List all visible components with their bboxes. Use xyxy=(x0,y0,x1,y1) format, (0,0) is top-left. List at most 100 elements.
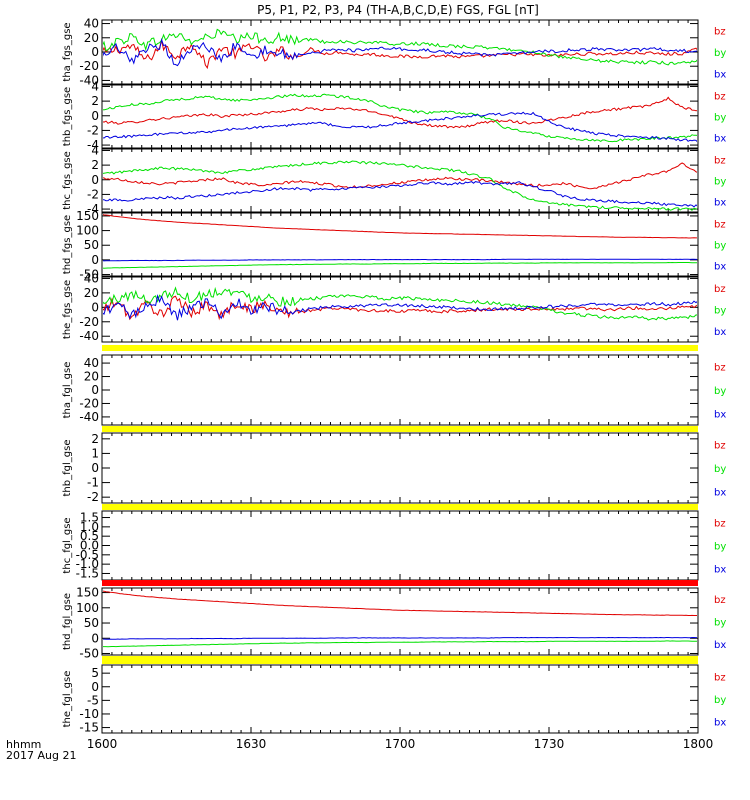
y-tick-label: 0 xyxy=(91,300,99,314)
legend-by: by xyxy=(714,241,726,252)
legend-bx: bx xyxy=(714,718,726,729)
series-bz-line xyxy=(103,96,697,129)
flag-bars-group xyxy=(102,345,698,664)
series-bx-line xyxy=(103,181,697,208)
y-tick-label: 5 xyxy=(91,666,99,680)
series-bz-line xyxy=(103,40,697,70)
y-tick-label: -0.5 xyxy=(76,548,99,562)
legend-by: by xyxy=(714,695,726,706)
series-by-line xyxy=(103,160,697,211)
y-tick-label: -4 xyxy=(87,138,99,152)
y-tick-label: -1 xyxy=(87,476,99,490)
y-tick-label: 40 xyxy=(84,17,99,31)
series-by-line xyxy=(103,640,697,648)
panel-frame xyxy=(101,664,699,734)
y-tick-label: 150 xyxy=(76,586,99,600)
legend-bx: bx xyxy=(714,409,726,420)
panel-frame xyxy=(101,354,699,426)
x-tick-label: 1600 xyxy=(87,737,118,751)
legend-bx: bx xyxy=(714,565,726,576)
series-bx-line xyxy=(103,258,697,262)
series-bx-line xyxy=(103,294,697,321)
legend-bz: bz xyxy=(714,156,726,167)
legend-bz: bz xyxy=(714,92,726,103)
legend-bz: bz xyxy=(714,363,726,374)
y-tick-label: -20 xyxy=(79,315,99,329)
y-tick-label: -1.0 xyxy=(76,557,99,571)
x-tick-label: 1630 xyxy=(236,737,267,751)
y-tick-label: -5 xyxy=(87,693,99,707)
legend-bz: bz xyxy=(714,672,726,683)
legend-bx: bx xyxy=(714,69,726,80)
legend-bz: bz xyxy=(714,27,726,38)
legend-bz: bz xyxy=(714,441,726,452)
y-axis-label: thb_fgl_gse xyxy=(62,440,73,497)
panel-thb_fgl_gse: 210-1-2 thb_fgl_gse bz by bx xyxy=(62,432,726,504)
y-tick-label: 0 xyxy=(91,109,99,123)
series-bz-line xyxy=(103,214,697,239)
y-tick-label: 100 xyxy=(76,224,99,238)
time-axis: 1600 1630 1700 1730 1800 xyxy=(87,737,714,751)
y-axis-label: thc_fgl_gse xyxy=(62,517,73,573)
y-tick-label: -40 xyxy=(79,329,99,343)
series-by-line xyxy=(103,28,697,66)
plot-title: P5, P1, P2, P3, P4 (TH-A,B,C,D,E) FGS, F… xyxy=(257,3,539,17)
legend-bx: bx xyxy=(714,134,726,145)
legend-by: by xyxy=(714,464,726,475)
legend-by: by xyxy=(714,48,726,59)
series-bz-line xyxy=(103,590,697,616)
y-tick-label: -2 xyxy=(87,187,99,201)
x-axis-label-hhmm: hhmm xyxy=(6,738,41,751)
flag-bar-thd-fgl xyxy=(102,580,698,586)
y-tick-label: -20 xyxy=(79,396,99,410)
y-axis-label: thd_fgs_gse xyxy=(62,215,73,274)
legend-bz: bz xyxy=(714,220,726,231)
panel-frame xyxy=(101,432,699,504)
flag-bar-thc-fgl xyxy=(102,504,698,510)
y-axis-label: tha_fgs_gse xyxy=(62,22,73,81)
legend-by: by xyxy=(714,386,726,397)
flag-bar-tha-fgl xyxy=(102,345,698,351)
y-tick-label: 50 xyxy=(84,238,99,252)
legend-bz: bz xyxy=(714,595,726,606)
y-tick-label: 1 xyxy=(91,446,99,460)
y-tick-label: 4 xyxy=(91,143,99,157)
series-by-line xyxy=(103,93,697,143)
series-bx-line xyxy=(103,111,697,143)
legend-by: by xyxy=(714,306,726,317)
y-tick-label: 0.5 xyxy=(80,529,99,543)
y-tick-label: 20 xyxy=(84,31,99,45)
y-tick-label: 0 xyxy=(91,461,99,475)
y-tick-label: 40 xyxy=(84,271,99,285)
y-tick-label: -50 xyxy=(79,268,99,282)
flag-bar-thb-fgl xyxy=(102,426,698,432)
panel-thb_fgs_gse: 420-2-4 thb_fgs_gse bz by bx xyxy=(62,79,726,152)
legend-by: by xyxy=(714,113,726,124)
x-axis-label-date: 2017 Aug 21 xyxy=(6,749,76,762)
series-bx-line xyxy=(103,636,697,640)
y-tick-label: 0 xyxy=(91,631,99,645)
legend-bz: bz xyxy=(714,284,726,295)
panel-frame xyxy=(101,510,699,581)
y-tick-label: 40 xyxy=(84,356,99,370)
y-tick-label: 2 xyxy=(91,158,99,172)
series-by-line xyxy=(103,261,697,269)
legend-bx: bx xyxy=(714,487,726,498)
legend-bx: bx xyxy=(714,327,726,338)
y-tick-label: -50 xyxy=(79,646,99,660)
x-tick-label: 1730 xyxy=(534,737,565,751)
x-tick-label: 1700 xyxy=(385,737,416,751)
y-tick-label: 20 xyxy=(84,286,99,300)
legend-by: by xyxy=(714,618,726,629)
y-tick-label: -40 xyxy=(79,73,99,87)
y-axis-label: thc_fgs_gse xyxy=(62,151,73,210)
y-tick-label: 4 xyxy=(91,79,99,93)
x-tick-label: 1800 xyxy=(683,737,714,751)
